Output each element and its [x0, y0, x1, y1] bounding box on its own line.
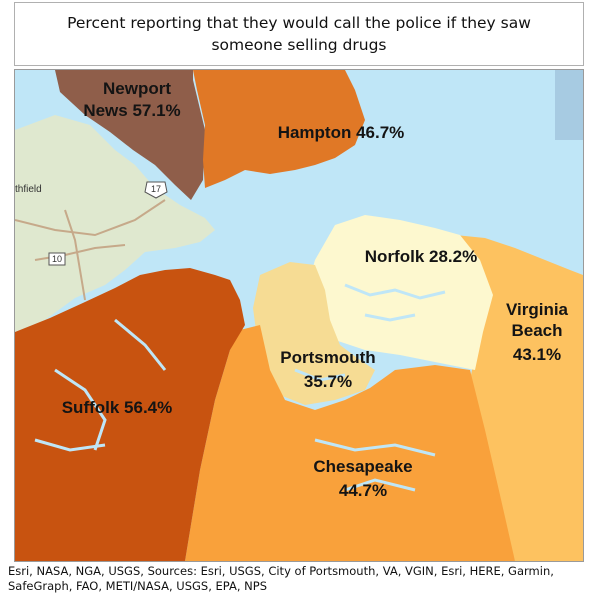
label-newport-news: Newport News 57.1% — [83, 79, 180, 120]
label-portsmouth: Portsmouth 35.7% — [280, 348, 375, 391]
road — [15, 199, 166, 237]
label-portsmouth-line1: Portsmouth — [280, 348, 375, 367]
region-portsmouth[interactable] — [253, 262, 375, 405]
route-17-shield: 17 — [144, 181, 168, 199]
region-hampton[interactable] — [193, 70, 365, 188]
route-10-label: 10 — [52, 254, 62, 264]
offshore-band — [555, 70, 583, 140]
region-suffolk[interactable] — [15, 268, 245, 561]
basemap-land-west — [15, 115, 215, 332]
label-portsmouth-line2: 35.7% — [304, 372, 352, 391]
basemap-place-label: thfield — [15, 184, 42, 195]
attribution-credits: Esri, NASA, NGA, USGS, Sources: Esri, US… — [8, 564, 554, 593]
map-title-box: Percent reporting that they would call t… — [14, 2, 584, 66]
map-title: Percent reporting that they would call t… — [67, 14, 531, 54]
label-chesapeake: Chesapeake 44.7% — [313, 457, 412, 500]
map-frame[interactable]: 17 10 thfield — [14, 69, 584, 562]
label-norfolk: Norfolk 28.2% — [365, 247, 477, 266]
map-canvas[interactable]: 17 10 thfield — [15, 70, 583, 561]
label-virginia-beach-line3: 43.1% — [513, 345, 561, 364]
label-newport-news-line2: News 57.1% — [83, 101, 180, 120]
label-suffolk: Suffolk 56.4% — [62, 398, 173, 417]
waterways — [34, 283, 446, 492]
region-newport-news[interactable] — [55, 70, 205, 200]
label-chesapeake-line1: Chesapeake — [313, 457, 412, 476]
label-chesapeake-line2: 44.7% — [339, 481, 387, 500]
label-virginia-beach-line2: Beach — [511, 321, 562, 340]
route-17-label: 17 — [151, 184, 161, 194]
label-virginia-beach: Virginia Beach 43.1% — [506, 300, 569, 364]
label-newport-news-line1: Newport — [103, 79, 171, 98]
region-chesapeake[interactable] — [185, 325, 515, 561]
route-10-shield: 10 — [48, 252, 66, 266]
road — [64, 209, 86, 301]
label-virginia-beach-line1: Virginia — [506, 300, 569, 319]
label-hampton: Hampton 46.7% — [278, 123, 405, 142]
